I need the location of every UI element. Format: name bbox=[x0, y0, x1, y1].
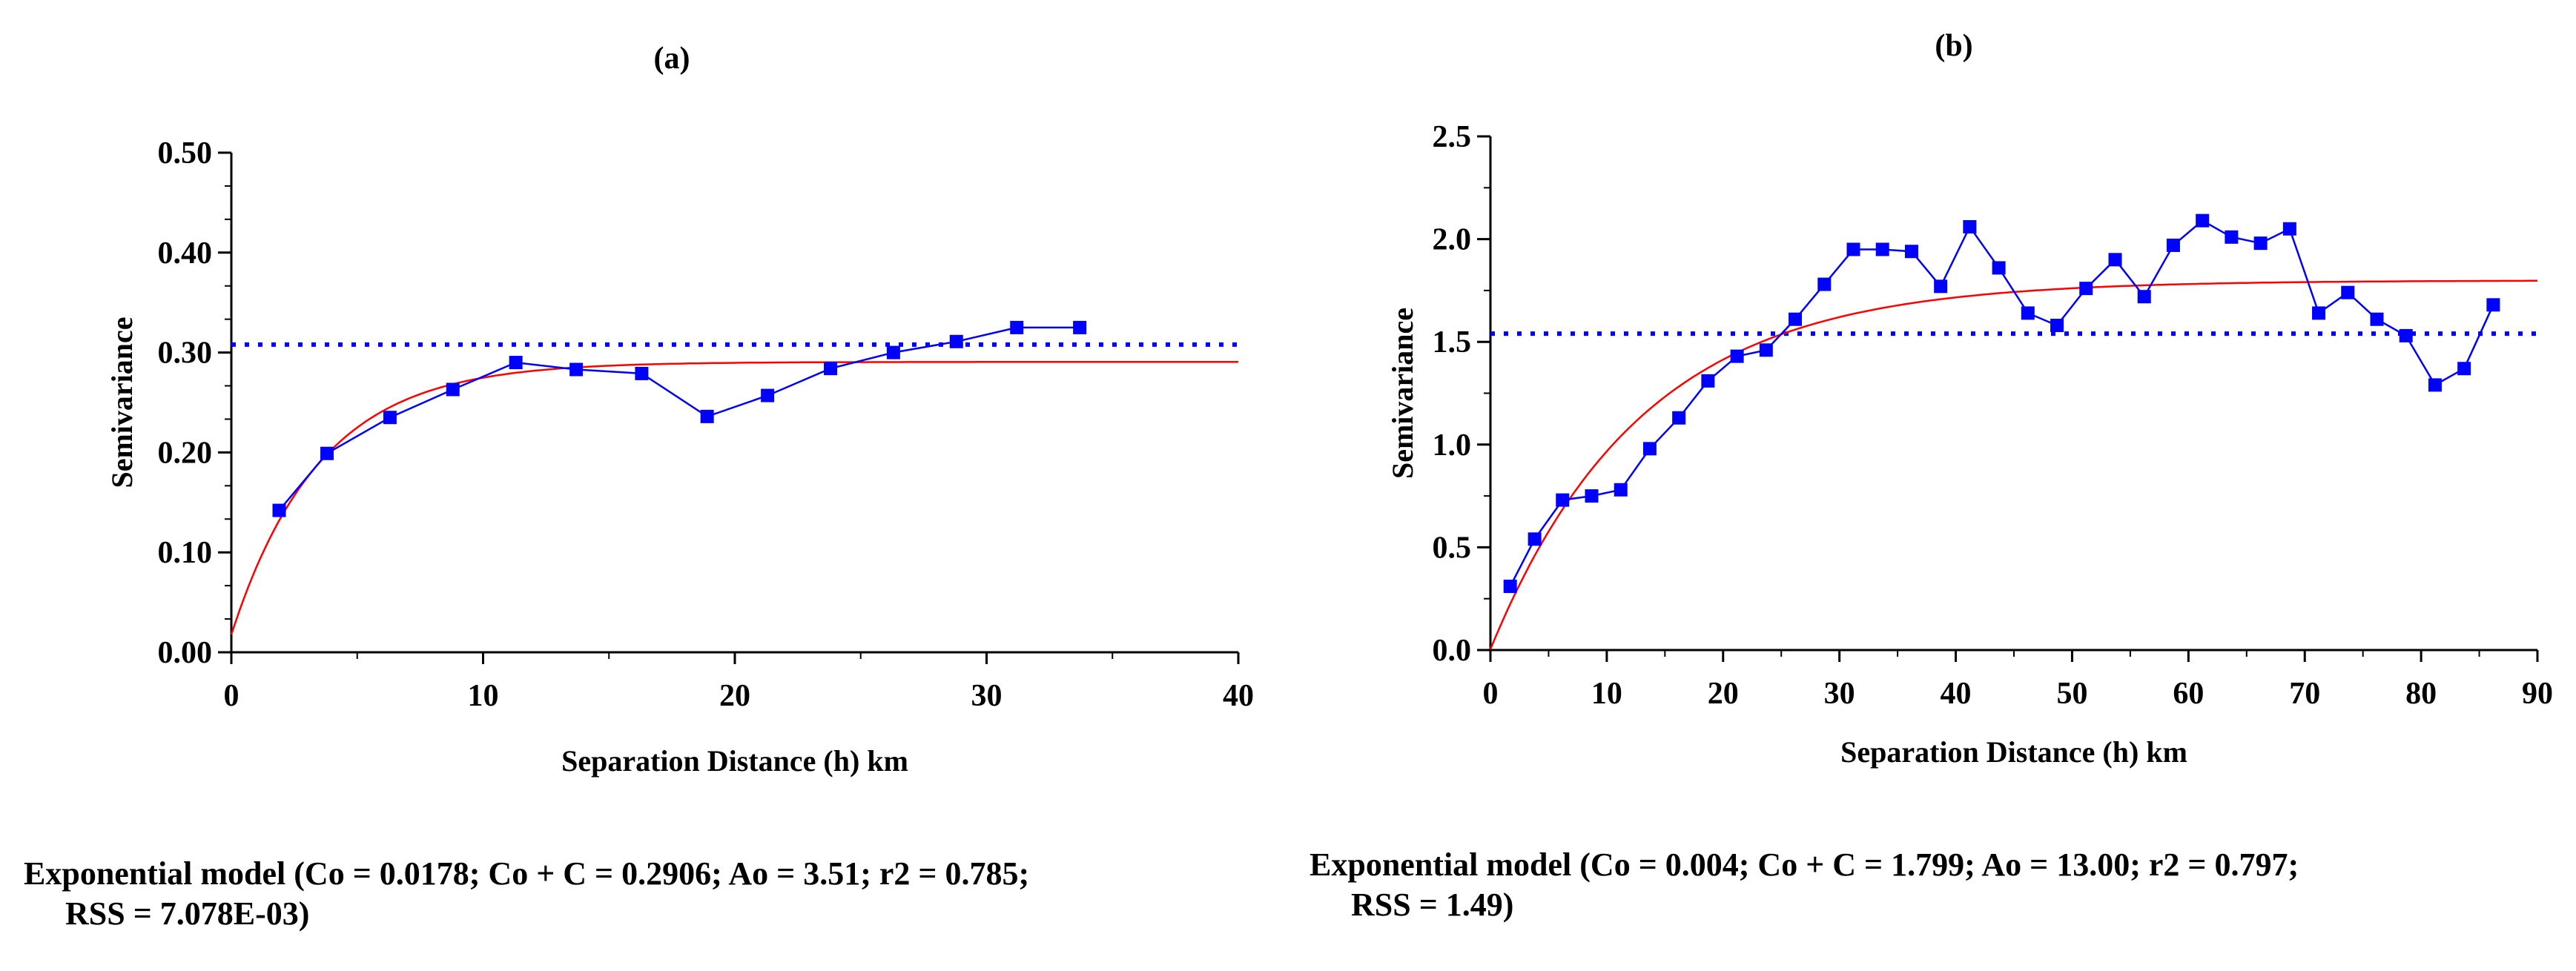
y-tick-label: 0.50 bbox=[158, 136, 213, 170]
data-point bbox=[2399, 328, 2413, 342]
data-point bbox=[1585, 489, 1599, 503]
data-point bbox=[2021, 306, 2035, 320]
data-point bbox=[446, 382, 460, 397]
x-tick-label: 50 bbox=[2056, 677, 2087, 711]
y-tick-label: 2.5 bbox=[1433, 120, 1472, 154]
data-point bbox=[761, 388, 775, 402]
data-point bbox=[2079, 282, 2093, 296]
data-point bbox=[509, 356, 523, 370]
data-point bbox=[383, 411, 397, 425]
y-tick-label: 0.20 bbox=[158, 436, 213, 470]
x-tick-label: 20 bbox=[1708, 677, 1739, 711]
data-point bbox=[1730, 349, 1744, 363]
data-point bbox=[320, 446, 334, 460]
data-point bbox=[1642, 442, 1657, 456]
data-point bbox=[1846, 242, 1860, 256]
x-tick-label: 30 bbox=[1824, 677, 1855, 711]
data-point bbox=[1963, 219, 1977, 233]
y-tick-label: 0.00 bbox=[158, 636, 213, 670]
caption-panel-a-line1: Exponential model (Co = 0.0178; Co + C =… bbox=[24, 855, 1030, 892]
x-tick-label: 60 bbox=[2173, 677, 2204, 711]
y-tick-label: 0.40 bbox=[158, 236, 213, 271]
y-tick-label: 0.30 bbox=[158, 337, 213, 371]
x-tick-label: 70 bbox=[2289, 677, 2320, 711]
x-tick-label: 80 bbox=[2405, 677, 2437, 711]
data-point bbox=[1817, 277, 1832, 291]
data-point bbox=[1073, 320, 1087, 334]
data-point bbox=[1614, 483, 1628, 497]
chart-panel-b: (b) 0 10 20 30 40 50 60 70 80 90 0.0 0.5 1.0 1.5 2.0 2.5… bbox=[1386, 29, 2553, 769]
panel-title: (b) bbox=[1935, 29, 1972, 63]
data-point bbox=[1789, 312, 1803, 326]
y-tick-label: 1.5 bbox=[1433, 325, 1472, 359]
data-point bbox=[272, 503, 286, 517]
data-point bbox=[2341, 285, 2355, 299]
caption-panel-a: Exponential model (Co = 0.0178; Co + C =… bbox=[24, 854, 1029, 934]
data-point bbox=[2457, 362, 2471, 376]
y-tick-label: 0.0 bbox=[1433, 634, 1472, 668]
data-point bbox=[1010, 320, 1024, 334]
x-tick-label: 40 bbox=[1223, 679, 1254, 713]
x-tick-label: 90 bbox=[2522, 677, 2553, 711]
data-point bbox=[1904, 245, 1918, 259]
data-point bbox=[2108, 253, 2122, 267]
data-point bbox=[1556, 493, 1570, 507]
data-point bbox=[2137, 290, 2151, 304]
y-tick-label: 1.0 bbox=[1433, 428, 1472, 463]
model-curve bbox=[1489, 279, 2537, 650]
data-point bbox=[2166, 238, 2180, 252]
data-point bbox=[569, 362, 584, 377]
data-point bbox=[886, 345, 900, 359]
data-point bbox=[2050, 319, 2064, 333]
data-point bbox=[2486, 298, 2500, 312]
data-point bbox=[2225, 230, 2239, 244]
y-axis-title: Semivariance bbox=[1386, 308, 1419, 479]
y-axis-title: Semivariance bbox=[105, 317, 139, 488]
x-tick-label: 30 bbox=[971, 679, 1003, 713]
x-tick-label: 40 bbox=[1941, 677, 1972, 711]
y-tick-label: 0.5 bbox=[1433, 531, 1472, 565]
data-point bbox=[1875, 242, 1889, 256]
data-point bbox=[2312, 306, 2326, 320]
y-tick-label: 2.0 bbox=[1433, 223, 1472, 257]
series-line bbox=[278, 326, 1080, 511]
y-tick-label: 0.10 bbox=[158, 536, 213, 570]
data-point bbox=[2428, 378, 2442, 392]
data-point bbox=[1701, 374, 1715, 388]
model-curve bbox=[230, 361, 1238, 635]
data-point bbox=[824, 362, 838, 376]
x-tick-label: 0 bbox=[224, 679, 240, 713]
x-axis-title: Separation Distance (h) km bbox=[561, 744, 908, 778]
data-point bbox=[700, 409, 714, 423]
data-point bbox=[2196, 213, 2210, 228]
data-point bbox=[1759, 343, 1773, 357]
caption-panel-b: Exponential model (Co = 0.004; Co + C = … bbox=[1310, 845, 2299, 925]
data-point bbox=[1503, 580, 1517, 594]
data-point bbox=[2253, 236, 2268, 251]
x-axis-title: Separation Distance (h) km bbox=[1840, 735, 2187, 769]
data-point bbox=[1934, 279, 1948, 294]
data-point bbox=[2282, 222, 2296, 236]
data-point bbox=[1672, 411, 1686, 425]
data-point bbox=[635, 366, 649, 380]
caption-panel-b-line2: RSS = 1.49) bbox=[1351, 887, 1514, 923]
data-point bbox=[1528, 532, 1542, 546]
data-point bbox=[2370, 312, 2384, 326]
x-tick-label: 10 bbox=[1591, 677, 1622, 711]
caption-panel-a-line2: RSS = 7.078E-03) bbox=[65, 895, 310, 932]
x-tick-label: 20 bbox=[719, 679, 750, 713]
data-point bbox=[949, 334, 963, 348]
data-point bbox=[1992, 261, 2006, 275]
x-tick-label: 0 bbox=[1483, 677, 1499, 711]
panel-title: (a) bbox=[654, 42, 690, 76]
chart-panel-a: (a) 0 10 20 30 40 0.00 0.10 0.20 0.30 0.40 0.50 Sepa… bbox=[105, 42, 1254, 778]
x-tick-label: 10 bbox=[468, 679, 499, 713]
caption-panel-b-line1: Exponential model (Co = 0.004; Co + C = … bbox=[1310, 846, 2299, 883]
